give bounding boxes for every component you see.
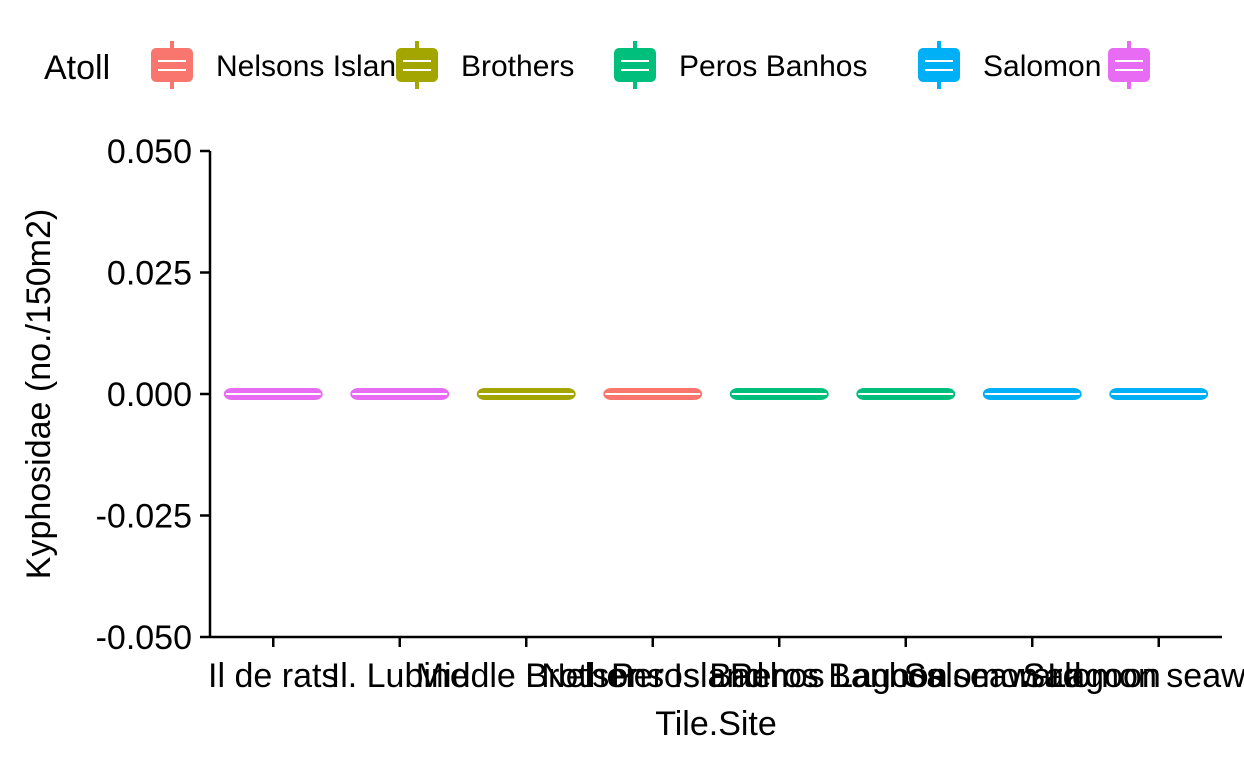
x-tick-label: Il. Lubine bbox=[331, 657, 469, 695]
plot-area: -0.050 -0.025 0.000 0.025 0.050 Il de ratsIl… bbox=[96, 133, 1244, 695]
legend-label: Peros Banhos bbox=[679, 50, 867, 83]
x-tick-label: Peros Banhos seaward bbox=[730, 657, 1082, 695]
box bbox=[856, 388, 956, 400]
legend-key bbox=[151, 41, 193, 89]
legend-label: Nelsons Island bbox=[216, 50, 413, 83]
legend-key bbox=[396, 41, 438, 89]
legend-item: Nelsons Island bbox=[151, 41, 413, 89]
y-tick-label: 0.000 bbox=[107, 376, 192, 414]
x-tick-label: Peros Banhos Lagoon bbox=[611, 657, 947, 695]
box bbox=[982, 388, 1082, 400]
y-tick-label: 0.050 bbox=[107, 133, 192, 171]
y-tick-label: -0.050 bbox=[96, 619, 192, 657]
box bbox=[223, 388, 323, 400]
legend-title: Atoll bbox=[44, 49, 110, 87]
x-tick-label: Nelsons Island bbox=[541, 657, 764, 695]
y-tick-label: -0.025 bbox=[96, 498, 192, 536]
legend-item: Brothers bbox=[396, 41, 574, 89]
y-tick-label: 0.025 bbox=[107, 255, 192, 293]
legend-item: Salomon bbox=[918, 41, 1101, 89]
x-tick-label: Middle Brother bbox=[416, 657, 637, 695]
box bbox=[476, 388, 576, 400]
box bbox=[729, 388, 829, 400]
y-axis-title: Kyphosidae (no./150m2) bbox=[20, 209, 58, 579]
legend-key bbox=[614, 41, 656, 89]
legend-key bbox=[918, 41, 960, 89]
legend-key bbox=[1108, 41, 1150, 89]
x-axis-title: Tile.Site bbox=[655, 705, 777, 743]
x-tick-label: Salomon seaward bbox=[1023, 657, 1244, 695]
box bbox=[350, 388, 450, 400]
legend-item bbox=[1108, 41, 1150, 89]
x-tick-label: Il de rats bbox=[208, 657, 338, 695]
legend: Atoll Nelsons Island Brothers Peros Banhos… bbox=[44, 41, 1150, 89]
box bbox=[603, 388, 703, 400]
legend-item: Peros Banhos bbox=[614, 41, 867, 89]
legend-label: Salomon bbox=[983, 50, 1101, 83]
box bbox=[1109, 388, 1209, 400]
x-tick-label: Salomon Lagoon bbox=[904, 657, 1161, 695]
legend-label: Brothers bbox=[461, 50, 574, 83]
